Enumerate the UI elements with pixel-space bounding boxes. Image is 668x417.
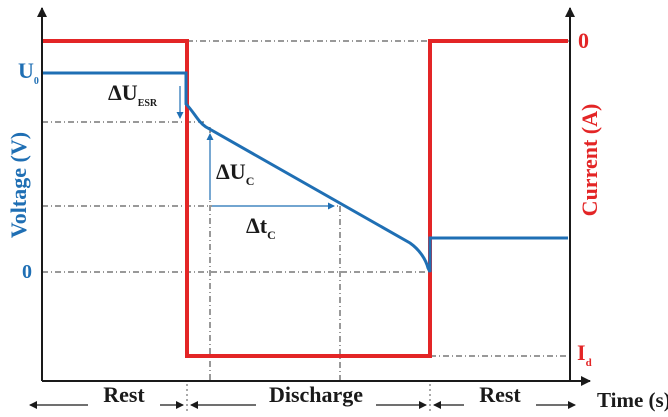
zero-current-label: 0 (578, 28, 589, 53)
annotation-arrows (176, 86, 335, 210)
phase-label-rest-1: Rest (103, 382, 145, 407)
zero-voltage-label: 0 (22, 261, 32, 283)
current-axis-label: Current (A) (577, 104, 602, 217)
current-curve (43, 39, 568, 358)
time-axis-label: Time (s) (597, 388, 668, 412)
phase-label-discharge: Discharge (269, 382, 363, 407)
delta-tc-label: ΔtC (246, 213, 276, 242)
voltage-curve (43, 71, 568, 273)
delta-uc-label: ΔUC (216, 159, 254, 188)
id-label: Id (577, 340, 592, 369)
phase-label-rest-2: Rest (479, 382, 521, 407)
delta-u-esr-label: ΔUESR (108, 80, 158, 109)
u0-label: U0 (18, 58, 39, 87)
voltage-axis-label: Voltage (V) (6, 132, 31, 238)
